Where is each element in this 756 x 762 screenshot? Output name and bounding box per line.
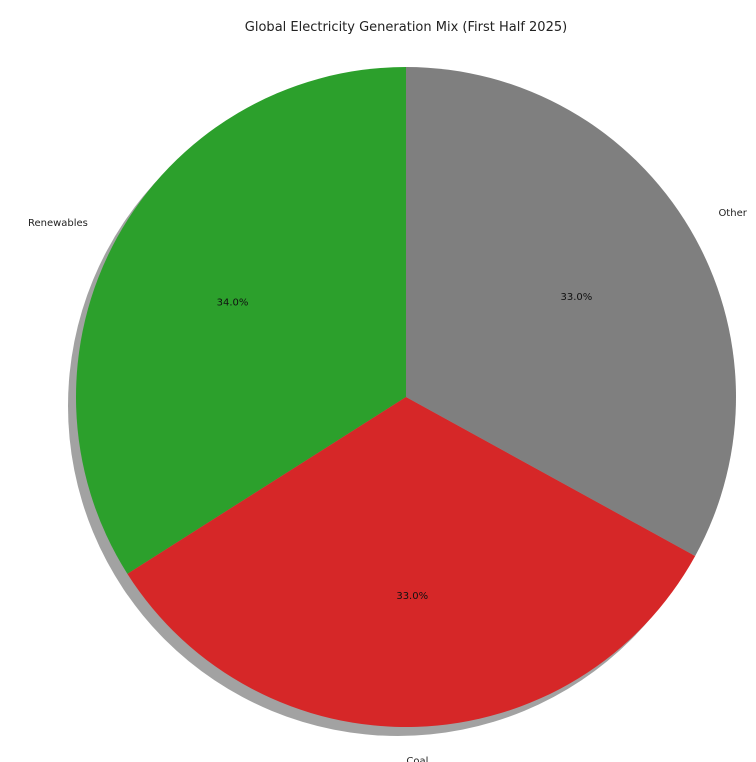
pie-labels: Renewables 34.0% Coal 33.0% Other 33.0%: [28, 208, 748, 762]
slice-label-renewables: Renewables: [28, 218, 88, 229]
pie-slice-renewables: [76, 67, 407, 574]
slice-percentage-other: 33.0%: [561, 292, 593, 303]
pie-slices: [76, 67, 736, 727]
pie-slice-other: [406, 67, 736, 556]
slice-percentage-renewables: 34.0%: [217, 298, 249, 309]
chart-title: Global Electricity Generation Mix (First…: [245, 20, 567, 35]
slice-label-coal: Coal: [406, 756, 428, 762]
slice-label-other: Other: [718, 208, 747, 219]
slice-percentage-coal: 33.0%: [396, 591, 428, 602]
pie-slice-coal: [127, 397, 696, 727]
